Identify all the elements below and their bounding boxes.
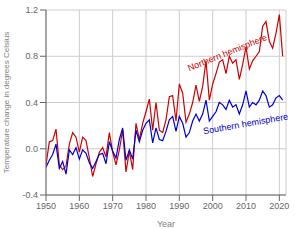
svg-text:2020: 2020 — [269, 201, 289, 211]
svg-text:1980: 1980 — [136, 201, 156, 211]
svg-text:1990: 1990 — [169, 201, 189, 211]
svg-text:Year: Year — [157, 219, 175, 229]
svg-text:2000: 2000 — [203, 201, 223, 211]
svg-text:0.4: 0.4 — [25, 98, 38, 108]
svg-text:2010: 2010 — [236, 201, 256, 211]
svg-text:1.2: 1.2 — [25, 5, 38, 15]
svg-text:Temperature change in degrees: Temperature change in degrees Celsius — [8, 32, 11, 173]
svg-text:0.0: 0.0 — [25, 144, 38, 154]
svg-text:1950: 1950 — [36, 201, 56, 211]
svg-text:0.8: 0.8 — [25, 51, 38, 61]
svg-text:Southern hemisphere: Southern hemisphere — [202, 111, 288, 136]
svg-text:-0.4: -0.4 — [22, 190, 38, 200]
svg-text:1960: 1960 — [69, 201, 89, 211]
svg-text:1970: 1970 — [103, 201, 123, 211]
svg-text:Northern hemisphere: Northern hemisphere — [186, 32, 268, 73]
